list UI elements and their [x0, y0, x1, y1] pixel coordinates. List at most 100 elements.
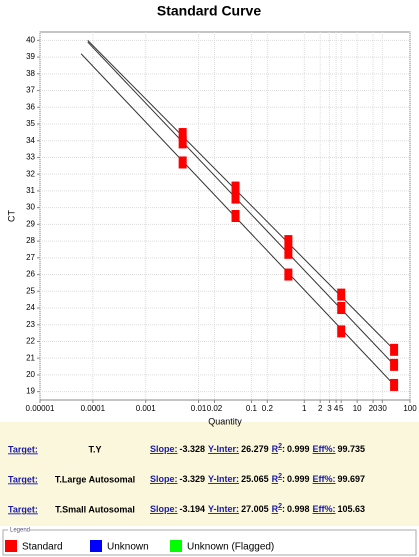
y-tick-label: 29 — [26, 219, 35, 228]
legend-label: Unknown — [107, 542, 149, 553]
x-tick-label: 0.00001 — [26, 404, 55, 413]
x-tick-label: 10 — [353, 404, 362, 413]
x-tick-label: 0.01 — [191, 404, 207, 413]
stats-row: Target: T.Large Autosomal Slope: -3.329 Y-In… — [8, 473, 365, 485]
point — [337, 288, 346, 301]
y-inter-value: 27.005 — [241, 504, 269, 514]
point — [284, 235, 293, 248]
x-tick-label: 20 — [369, 404, 378, 413]
slope-label: Slope: — [150, 444, 178, 454]
y-tick-label: 21 — [26, 353, 35, 362]
legend-swatch — [90, 540, 102, 552]
x-tick-label: 0.0001 — [81, 404, 106, 413]
target-label[interactable]: Target: — [8, 474, 38, 484]
y-tick-label: 31 — [26, 186, 35, 195]
eff-label: Eff%: — [313, 474, 336, 484]
y-tick-label: 37 — [26, 86, 35, 95]
plot-area — [39, 31, 411, 401]
x-tick-label: 3 — [327, 404, 332, 413]
eff-value: 99.735 — [338, 444, 366, 454]
y-tick-label: 30 — [26, 203, 35, 212]
point — [337, 302, 346, 314]
y-tick-label: 34 — [26, 136, 35, 145]
y-inter-value: 26.279 — [241, 444, 269, 454]
r2-value: 0.999 — [287, 474, 310, 484]
y-inter-label: Y-Inter: — [208, 504, 239, 514]
y-tick-label: 39 — [26, 52, 35, 61]
y-tick-label: 27 — [26, 253, 35, 262]
r-sup: 2 — [278, 473, 282, 480]
slope-label: Slope: — [150, 474, 178, 484]
y-tick-label: 23 — [26, 320, 35, 329]
chart-title: Standard Curve — [157, 3, 261, 19]
stats-text: Slope: -3.194 Y-Inter: 27.005 R2: 0.998 Eff%: 1… — [150, 503, 365, 515]
y-tick-label: 19 — [26, 387, 35, 396]
eff-label: Eff%: — [313, 504, 336, 514]
point — [390, 378, 399, 391]
point — [284, 246, 293, 259]
x-tick-label: 30 — [378, 404, 387, 413]
stats-panel — [0, 422, 419, 526]
target-name: T.Large Autosomal — [55, 474, 135, 484]
r-colon: : — [282, 504, 285, 514]
r2-value: 0.998 — [287, 504, 310, 514]
legend-title-bg — [8, 527, 30, 533]
target-label[interactable]: Target: — [8, 504, 38, 514]
r-label: R — [272, 474, 279, 484]
point — [231, 191, 240, 204]
eff-label: Eff%: — [313, 444, 336, 454]
y-tick-label: 36 — [26, 102, 35, 111]
point — [284, 268, 293, 281]
x-tick-label: 1 — [302, 404, 307, 413]
target-name: T.Small Autosomal — [55, 504, 135, 514]
x-axis-label: Quantity — [208, 416, 242, 426]
target-label[interactable]: Target: — [8, 444, 38, 454]
x-tick-label: 0.2 — [262, 404, 274, 413]
x-tick-label: 100 — [403, 404, 417, 413]
r2-value: 0.999 — [287, 444, 310, 454]
y-tick-label: 33 — [26, 153, 35, 162]
point — [231, 210, 240, 222]
r-sup: 2 — [278, 443, 282, 450]
point — [178, 156, 187, 169]
legend-label: Standard — [22, 542, 63, 553]
point — [178, 136, 187, 149]
y-tick-label: 40 — [26, 35, 35, 44]
y-tick-label: 25 — [26, 286, 35, 295]
x-tick-label: 0.02 — [207, 404, 223, 413]
y-tick-label: 24 — [26, 303, 35, 312]
y-inter-label: Y-Inter: — [208, 444, 239, 454]
stats-text: Slope: -3.328 Y-Inter: 26.279 R2: 0.999 Eff%: 9… — [150, 443, 365, 455]
legend-swatch — [170, 540, 182, 552]
slope-value: -3.329 — [180, 474, 206, 484]
target-name: T.Y — [88, 444, 101, 454]
legend-box — [2, 529, 417, 556]
y-inter-value: 25.065 — [241, 474, 269, 484]
legend-swatch — [5, 540, 17, 552]
r-colon: : — [282, 474, 285, 484]
x-tick-label: 0.1 — [246, 404, 258, 413]
slope-value: -3.328 — [180, 444, 206, 454]
y-tick-label: 22 — [26, 337, 35, 346]
r-colon: : — [282, 444, 285, 454]
y-tick-label: 20 — [26, 370, 35, 379]
y-inter-label: Y-Inter: — [208, 474, 239, 484]
legend-title: Legend — [10, 528, 30, 534]
x-tick-label: 4 — [334, 404, 339, 413]
point — [390, 358, 399, 371]
x-tick-label: 0.001 — [136, 404, 157, 413]
legend-label: Unknown (Flagged) — [187, 542, 274, 553]
point — [231, 181, 240, 194]
eff-value: 99.697 — [338, 474, 366, 484]
y-tick-label: 32 — [26, 169, 35, 178]
point — [337, 325, 346, 338]
r-sup: 2 — [278, 503, 282, 510]
eff-value: 105.63 — [338, 504, 366, 514]
stats-text: Slope: -3.329 Y-Inter: 25.065 R2: 0.999 Eff%: 9… — [150, 473, 365, 485]
x-tick-label: 5 — [339, 404, 344, 413]
slope-label: Slope: — [150, 504, 178, 514]
x-tick-label: 2 — [318, 404, 323, 413]
point — [390, 343, 399, 356]
point — [178, 128, 187, 141]
